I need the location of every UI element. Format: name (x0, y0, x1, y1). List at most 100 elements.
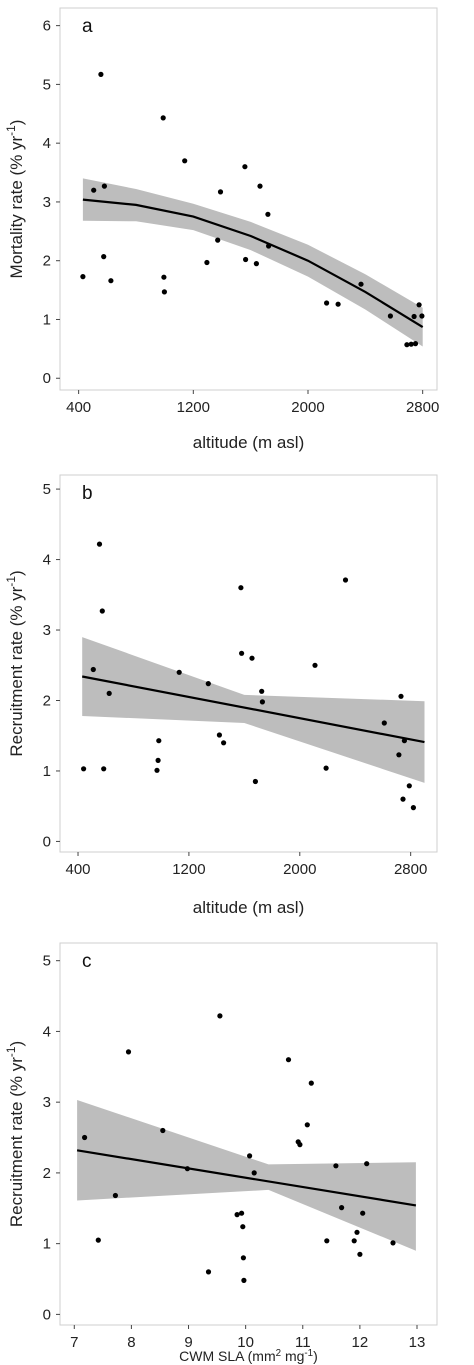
data-point (98, 71, 104, 77)
data-point (204, 259, 210, 266)
panel-b: 0 1 2 3 4 5 400 1200 2000 2800 b altitude (m asl) Re… (4, 474, 438, 917)
x-tick-label: 400 (66, 399, 91, 416)
data-point (323, 765, 329, 771)
x-tick-label: 8 (127, 1334, 135, 1351)
data-point (364, 1161, 370, 1167)
data-point (400, 796, 406, 802)
y-tick-label: 1 (43, 1236, 51, 1253)
data-point (155, 757, 161, 764)
data-point (160, 115, 166, 121)
data-point (243, 256, 249, 263)
data-point (285, 1057, 292, 1063)
data-point (96, 541, 103, 547)
y-axis-title: Recruitment rate (% yr-1) (4, 570, 26, 756)
y-tick-label: 5 (43, 76, 51, 93)
x-tick-label: 2800 (394, 861, 427, 878)
x-tick-label: 7 (70, 1334, 78, 1351)
data-point (396, 752, 402, 758)
x-tick-label: 400 (66, 861, 91, 878)
y-tick-label: 0 (43, 1306, 51, 1323)
data-point (217, 1013, 223, 1019)
data-point (221, 740, 227, 746)
data-point (404, 342, 410, 348)
y-tick-label: 2 (43, 253, 51, 270)
y-tick-label: 4 (43, 135, 51, 152)
data-point (215, 237, 221, 243)
y-tick-label: 4 (43, 552, 51, 569)
data-point (406, 783, 412, 789)
data-point (351, 1238, 357, 1244)
y-tick-label: 3 (43, 1094, 51, 1111)
panel-letter: b (82, 483, 93, 504)
data-point (161, 274, 167, 280)
confidence-band (77, 1100, 416, 1251)
data-point (312, 662, 318, 668)
x-tick-label: 2000 (291, 399, 324, 416)
data-point (257, 183, 263, 189)
y-tick-label: 5 (43, 953, 51, 970)
confidence-band (82, 178, 423, 347)
data-point (216, 732, 222, 738)
x-tick-label: 10 (237, 1334, 254, 1351)
y-tick-label: 3 (43, 194, 51, 211)
x-axis-title: altitude (m asl) (193, 433, 304, 452)
data-point (99, 608, 105, 614)
y-tick-label: 1 (43, 311, 51, 328)
data-point (240, 1224, 246, 1230)
data-point (342, 577, 349, 583)
y-tick-label: 6 (43, 18, 51, 35)
data-point (266, 243, 272, 249)
data-point (125, 1049, 132, 1055)
data-point (358, 281, 364, 287)
data-point (101, 766, 107, 772)
y-tick-label: 0 (43, 370, 51, 387)
data-point (234, 1212, 240, 1218)
data-point (91, 187, 97, 193)
data-point (354, 1229, 360, 1235)
y-tick-label: 5 (43, 481, 51, 498)
data-point (381, 720, 387, 726)
data-point (205, 1269, 212, 1275)
data-point (259, 688, 265, 694)
data-point (101, 254, 107, 260)
data-point (416, 302, 422, 308)
data-point (265, 211, 271, 217)
data-point (184, 1166, 190, 1172)
x-tick-label: 13 (409, 1334, 426, 1351)
fit-line (82, 198, 424, 329)
data-point (390, 1240, 396, 1246)
data-point (106, 690, 112, 697)
x-tick-label: 2000 (283, 861, 316, 878)
data-point (297, 1142, 303, 1148)
data-point (360, 1210, 366, 1216)
y-tick-label: 2 (43, 692, 51, 709)
data-point (82, 1134, 88, 1141)
y-tick-label: 1 (43, 763, 51, 780)
data-point (357, 1251, 363, 1257)
data-point (387, 313, 393, 319)
data-point (108, 278, 114, 284)
data-point (81, 766, 87, 772)
data-point (419, 313, 425, 319)
data-point (333, 1163, 339, 1169)
data-point (304, 1122, 310, 1128)
data-point (80, 274, 86, 280)
data-point (410, 805, 416, 811)
data-point (412, 341, 419, 347)
panel-letter: a (82, 16, 93, 37)
data-point (154, 767, 160, 773)
data-point (324, 300, 330, 306)
panel-letter: c (82, 951, 92, 972)
y-tick-label: 0 (43, 833, 51, 850)
data-point (205, 681, 211, 687)
data-point (408, 341, 414, 347)
fit-line (81, 675, 425, 744)
x-tick-label: 1200 (177, 399, 210, 416)
data-point (252, 778, 258, 785)
data-point (240, 1255, 246, 1261)
data-point (253, 261, 259, 267)
data-point (90, 666, 96, 673)
data-point (401, 738, 407, 744)
data-point (112, 1192, 118, 1199)
